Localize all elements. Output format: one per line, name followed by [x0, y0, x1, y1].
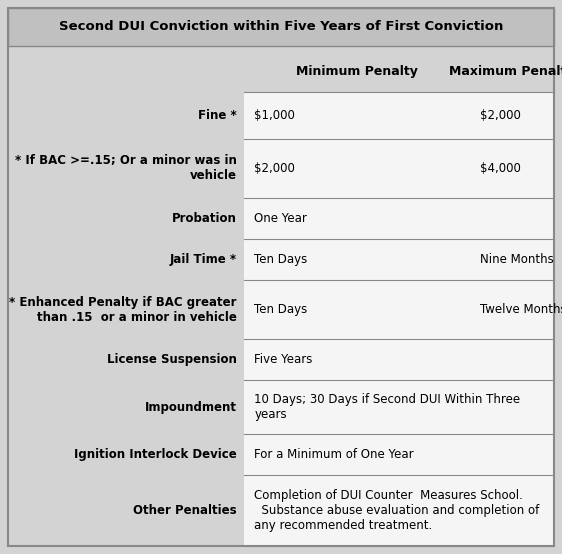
Text: License Suspension: License Suspension: [107, 353, 237, 366]
Text: Minimum Penalty: Minimum Penalty: [296, 64, 418, 78]
Text: Maximum Penalty: Maximum Penalty: [449, 64, 562, 78]
Text: 10 Days; 30 Days if Second DUI Within Three
years: 10 Days; 30 Days if Second DUI Within Th…: [255, 393, 520, 421]
Text: Other Penalties: Other Penalties: [133, 504, 237, 517]
Text: Completion of DUI Counter  Measures School.
  Substance abuse evaluation and com: Completion of DUI Counter Measures Schoo…: [255, 489, 540, 532]
Bar: [244, 92, 554, 546]
Text: $2,000: $2,000: [480, 109, 521, 122]
Text: Ten Days: Ten Days: [255, 303, 308, 316]
Text: Probation: Probation: [171, 212, 237, 225]
Text: * Enhanced Penalty if BAC greater
than .15  or a minor in vehicle: * Enhanced Penalty if BAC greater than .…: [9, 296, 237, 324]
Text: Fine *: Fine *: [198, 109, 237, 122]
Text: $4,000: $4,000: [480, 162, 521, 175]
Text: Nine Months: Nine Months: [480, 253, 554, 266]
Text: Ignition Interlock Device: Ignition Interlock Device: [74, 448, 237, 461]
Text: Second DUI Conviction within Five Years of First Conviction: Second DUI Conviction within Five Years …: [59, 20, 503, 33]
Text: Ten Days: Ten Days: [255, 253, 308, 266]
Text: $2,000: $2,000: [255, 162, 296, 175]
Text: $1,000: $1,000: [255, 109, 296, 122]
Text: One Year: One Year: [255, 212, 307, 225]
Bar: [8, 8, 554, 46]
Text: Jail Time *: Jail Time *: [169, 253, 237, 266]
Text: Impoundment: Impoundment: [144, 401, 237, 414]
Text: Twelve Months: Twelve Months: [480, 303, 562, 316]
Text: * If BAC >=.15; Or a minor was in
vehicle: * If BAC >=.15; Or a minor was in vehicl…: [15, 155, 237, 182]
Text: Five Years: Five Years: [255, 353, 313, 366]
Text: For a Minimum of One Year: For a Minimum of One Year: [255, 448, 414, 461]
